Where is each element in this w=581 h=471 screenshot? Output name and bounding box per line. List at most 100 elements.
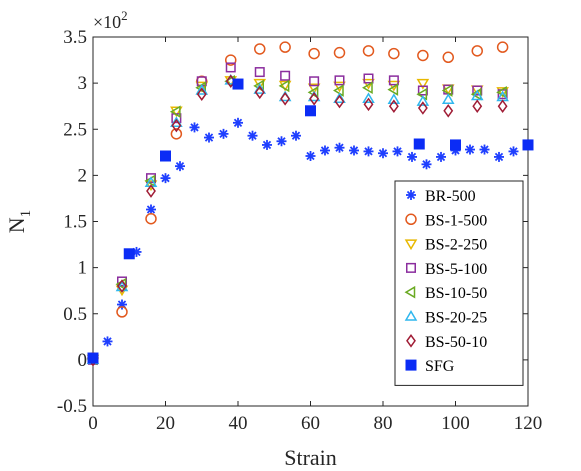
- data-point: [436, 151, 446, 162]
- data-point: [443, 104, 454, 118]
- data-point: [170, 116, 183, 128]
- y-axis-title: N1: [4, 210, 34, 233]
- legend-label: BR-500: [425, 188, 476, 205]
- data-point: [362, 92, 375, 104]
- data-point: [450, 139, 461, 151]
- data-point: [387, 93, 401, 104]
- legend-label: BS-1-500: [425, 212, 487, 229]
- y-tick-label: 3.5: [63, 27, 87, 48]
- data-point: [247, 130, 258, 141]
- y-tick-label: 2.5: [63, 119, 87, 140]
- data-point: [334, 142, 345, 153]
- data-point: [204, 132, 214, 143]
- data-point: [291, 130, 301, 141]
- data-point: [171, 118, 182, 133]
- legend-label: BS-20-25: [425, 310, 487, 327]
- data-point: [225, 62, 236, 73]
- data-point: [280, 92, 291, 106]
- data-point: [305, 105, 316, 117]
- data-point: [254, 43, 266, 55]
- data-point: [233, 117, 243, 128]
- legend-label: BS-50-10: [425, 334, 487, 351]
- data-point: [441, 93, 455, 104]
- data-point: [417, 49, 429, 62]
- x-axis-title: Strain: [284, 445, 337, 470]
- legend-label: BS-5-100: [425, 261, 487, 278]
- legend-marker: [404, 239, 418, 251]
- data-point: [363, 146, 374, 157]
- data-point: [387, 83, 399, 96]
- data-point: [363, 73, 374, 84]
- data-point: [278, 80, 292, 92]
- data-point: [254, 85, 265, 100]
- data-point: [333, 92, 346, 104]
- data-point: [508, 146, 519, 157]
- y-tick-label: -0.5: [57, 396, 87, 417]
- legend-item: BR-500: [406, 188, 476, 205]
- data-point: [388, 47, 400, 60]
- data-point: [416, 78, 430, 90]
- data-point: [253, 83, 267, 94]
- data-point: [388, 75, 399, 86]
- data-point: [160, 173, 171, 184]
- data-point: [497, 99, 508, 113]
- x-tick-label: 0: [88, 413, 98, 434]
- data-point: [407, 151, 417, 162]
- legend-marker: [406, 262, 416, 273]
- data-point: [522, 139, 534, 151]
- data-point: [378, 148, 388, 159]
- data-point: [279, 41, 291, 53]
- data-point: [334, 75, 345, 86]
- x-tick-label: 100: [441, 413, 470, 434]
- data-point: [333, 46, 346, 59]
- data-point: [305, 151, 316, 162]
- x-tick-label: 20: [156, 413, 175, 434]
- data-point: [123, 248, 135, 260]
- data-point: [496, 86, 507, 99]
- y-tick-label: 1.5: [63, 212, 87, 233]
- data-point: [472, 99, 483, 113]
- series-sfg: [87, 78, 534, 364]
- data-point: [309, 92, 320, 106]
- legend-marker: [404, 285, 416, 299]
- legend-item: BS-1-500: [405, 212, 487, 229]
- y-tick-label: 0.5: [63, 304, 87, 325]
- data-point: [254, 67, 265, 78]
- y-tick-label: 0: [78, 350, 88, 371]
- data-point: [175, 161, 185, 172]
- legend-box: [394, 180, 524, 386]
- legend-item: BS-10-50: [404, 285, 487, 302]
- data-point: [225, 54, 237, 66]
- data-point: [232, 78, 244, 90]
- legend-marker: [405, 359, 417, 371]
- data-point: [196, 87, 207, 101]
- data-point: [145, 212, 157, 225]
- data-point: [362, 81, 373, 95]
- data-point: [388, 99, 399, 113]
- data-point: [496, 87, 509, 98]
- data-point: [334, 94, 345, 109]
- data-point: [276, 136, 287, 147]
- legend-item: BS-5-100: [406, 261, 487, 278]
- data-point: [189, 122, 200, 133]
- y-axis-ticks: -0.5 0 0.5 1 1.5 2 2.5 3 3.5: [57, 27, 528, 417]
- legend-item: BS-2-250: [404, 237, 487, 254]
- data-point: [362, 45, 375, 57]
- data-point: [309, 76, 320, 87]
- data-point: [416, 95, 430, 106]
- data-point: [417, 101, 428, 115]
- data-point: [496, 41, 509, 53]
- legend-marker: [404, 310, 418, 321]
- x-tick-label: 80: [374, 413, 393, 434]
- legend-item: BS-50-10: [406, 334, 487, 351]
- data-point: [170, 106, 183, 118]
- data-point: [442, 51, 454, 64]
- data-point: [494, 151, 504, 162]
- legend-marker: [405, 213, 417, 226]
- data-point: [413, 138, 425, 150]
- legend-marker: [406, 190, 416, 200]
- legend-label: BS-2-250: [425, 237, 487, 254]
- data-point: [146, 184, 156, 198]
- y-tick-label: 2: [78, 165, 88, 186]
